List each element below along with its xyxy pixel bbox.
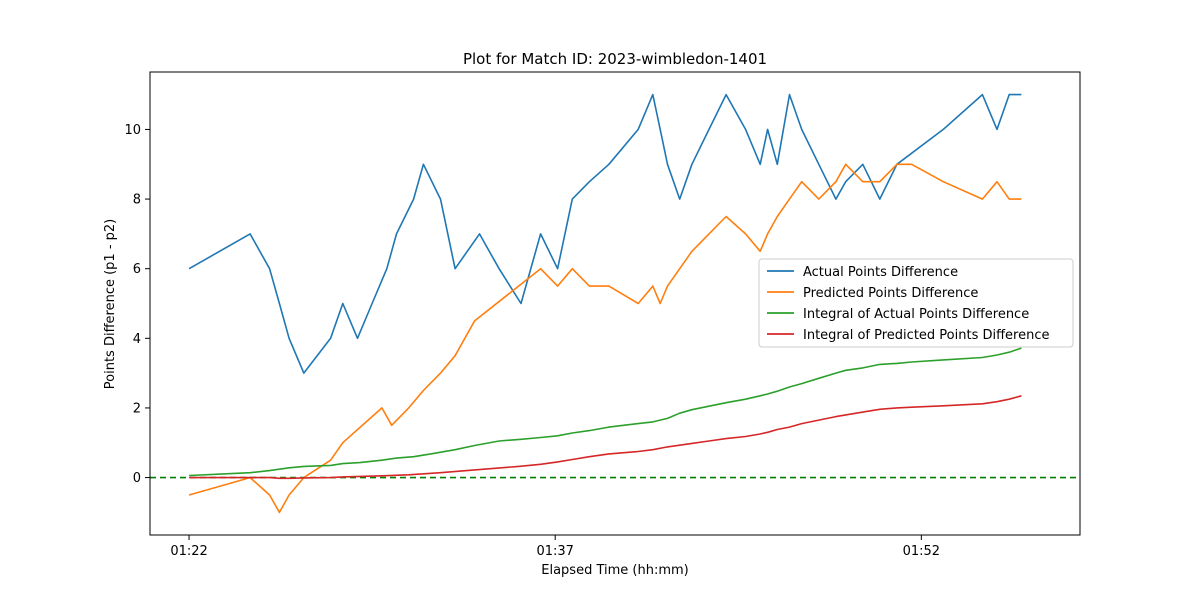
legend-label-1: Actual Points Difference	[803, 265, 958, 280]
series-line-4	[189, 395, 1022, 480]
y-axis-label: Points Difference (p1 - p2)	[103, 219, 118, 389]
y-tick-label: 2	[133, 401, 141, 416]
axes-frame	[149, 71, 1081, 536]
legend-label-4: Integral of Predicted Points Difference	[803, 328, 1050, 343]
y-tick-label: 8	[133, 193, 141, 208]
y-tick-label: 6	[133, 262, 141, 277]
legend-label-3: Integral of Actual Points Difference	[803, 307, 1029, 322]
series-line-3	[189, 347, 1022, 477]
legend: Actual Points Difference Predicted Points…	[758, 258, 1074, 348]
series-line-2	[188, 163, 1022, 514]
x-tick-label: 01:52	[903, 544, 940, 559]
series-line-1	[188, 93, 1022, 374]
legend-box	[758, 258, 1074, 348]
y-tick-label: 0	[133, 471, 141, 486]
x-axis-label: Elapsed Time (hh:mm)	[541, 563, 688, 578]
x-tick-label: 01:37	[536, 544, 573, 559]
y-tick-label: 10	[124, 123, 141, 138]
legend-label-2: Predicted Points Difference	[803, 286, 978, 301]
chart-title: Plot for Match ID: 2023-wimbledon-1401	[463, 50, 767, 68]
plot-area: 01:22 01:37 01:52 0 2 4 6 8 10 Actual Points Diff…	[124, 71, 1081, 559]
x-tick-label: 01:22	[170, 544, 207, 559]
y-tick-label: 4	[133, 332, 141, 347]
